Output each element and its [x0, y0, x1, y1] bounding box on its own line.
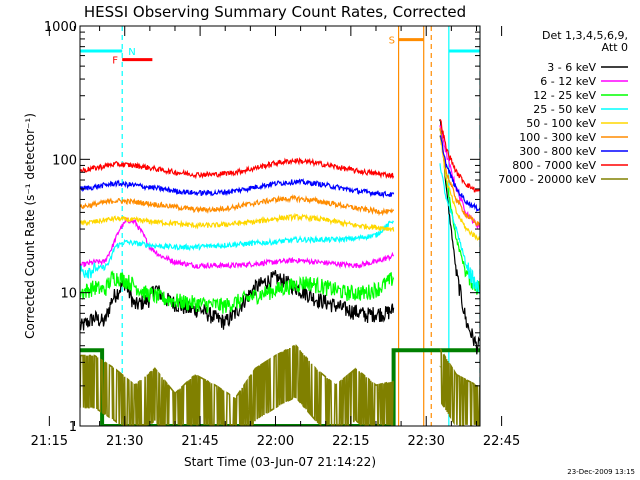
- legend-label: 3 - 6 keV: [547, 61, 596, 74]
- series-line-8: [80, 343, 480, 426]
- x-tick-label: 22:30: [407, 434, 444, 449]
- x-tick-label: 22:15: [332, 434, 369, 449]
- chart-title: HESSI Observing Summary Count Rates, Cor…: [84, 3, 466, 21]
- legend-label: 300 - 800 keV: [519, 145, 596, 158]
- flag-label-1: S: [389, 36, 395, 47]
- legend-header-line-1: Det 1,3,4,5,6,9,: [542, 29, 628, 42]
- legend-label: 25 - 50 keV: [533, 103, 596, 116]
- series-line-3: [80, 163, 480, 295]
- legend-label: 6 - 12 keV: [540, 75, 596, 88]
- plot-frame: [79, 25, 481, 427]
- y-tick-label: 100: [52, 153, 77, 168]
- period-label-0: N: [128, 47, 135, 58]
- x-tick-label: 21:15: [31, 434, 68, 449]
- legend-header-line-2: Att 0: [602, 41, 628, 54]
- y-tick-label: 1000: [44, 20, 77, 35]
- series-line-0: [80, 119, 480, 355]
- plot-area: NF S: [80, 26, 480, 426]
- legend-label: 50 - 100 keV: [526, 117, 596, 130]
- y-tick-label: 10: [60, 287, 77, 302]
- flag-label-0: F: [112, 56, 118, 67]
- series-line-6: [80, 135, 480, 213]
- legend-label: 7000 - 20000 keV: [498, 173, 596, 186]
- legend-label: 100 - 300 keV: [519, 131, 596, 144]
- series-line-4: [80, 135, 480, 242]
- series-line-7: [80, 118, 480, 193]
- x-tick-label: 21:45: [181, 434, 218, 449]
- x-tick-label: 22:45: [483, 434, 520, 449]
- series-line-1: [80, 125, 480, 270]
- plot-layer: NF S: [80, 26, 480, 426]
- legend-label: 800 - 7000 keV: [512, 159, 596, 172]
- y-axis: 1 10 100 1000: [44, 20, 480, 435]
- footer-timestamp: 23-Dec-2009 13:15: [567, 468, 635, 476]
- y-tick-label: 1: [69, 420, 77, 435]
- series-line-5: [80, 127, 480, 227]
- legend-label: 12 - 25 keV: [533, 89, 596, 102]
- x-tick-label: 22:00: [257, 434, 294, 449]
- attenuator-step-line: [80, 348, 480, 426]
- x-tick-label: 21:30: [106, 434, 143, 449]
- series-line-2: [80, 128, 480, 314]
- x-axis: 21:15 21:30 21:45 22:00 22:15 22:30 22:45: [31, 26, 520, 449]
- x-axis-label: Start Time (03-Jun-07 21:14:22): [184, 455, 376, 469]
- y-axis-label: Corrected Count Rate (s⁻¹ detector⁻¹): [23, 113, 37, 339]
